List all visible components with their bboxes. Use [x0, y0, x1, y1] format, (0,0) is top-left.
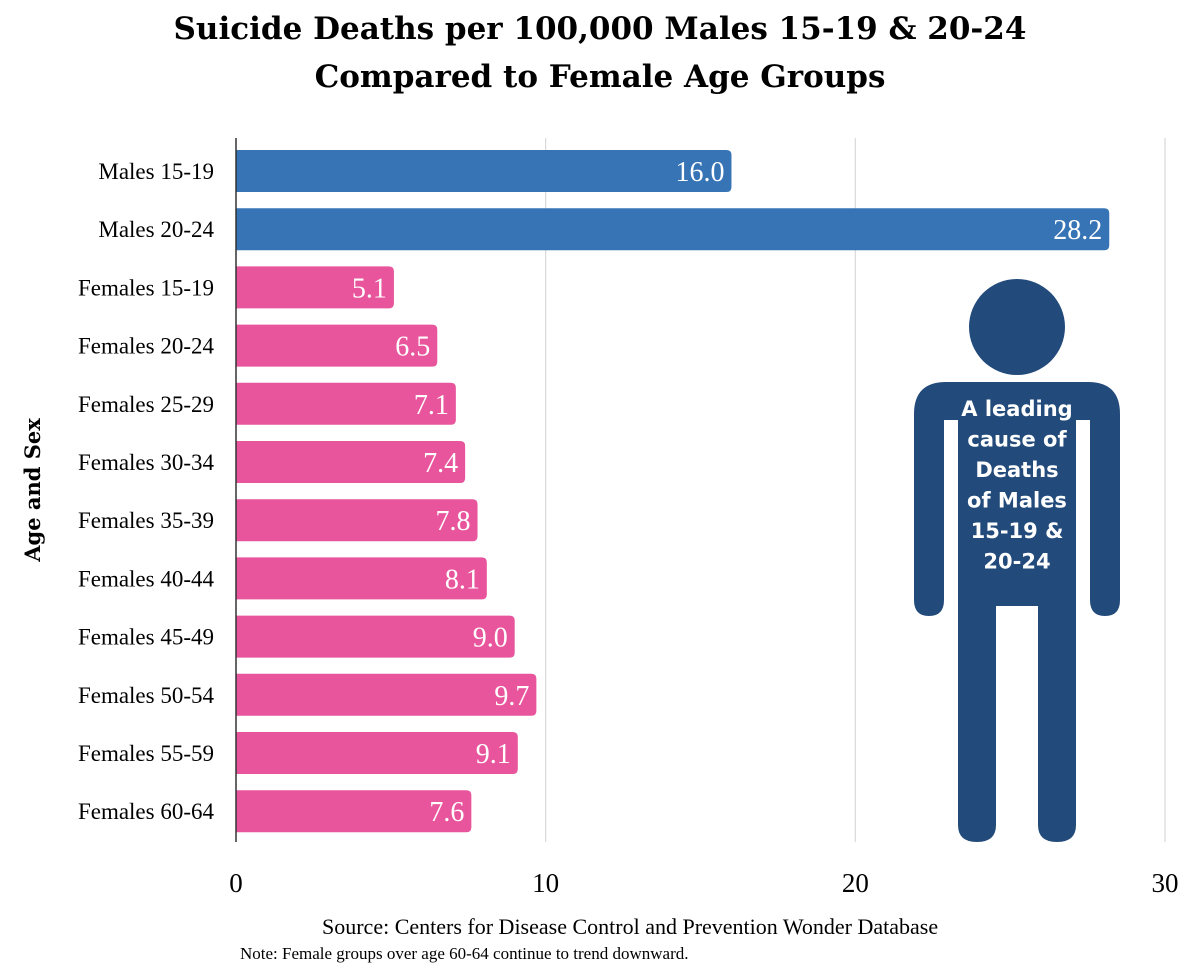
note-text: Note: Female groups over age 60-64 conti…: [240, 944, 689, 963]
bar: [236, 673, 537, 716]
bar-value-label: 16.0: [675, 157, 724, 188]
category-label: Females 35-39: [78, 508, 214, 533]
category-label: Males 15-19: [98, 159, 214, 184]
category-label: Females 30-34: [78, 450, 215, 475]
annotation-text: A leading cause of Deaths of Males 15-19 & 20…: [961, 397, 1072, 574]
bar: [236, 732, 518, 774]
bar: [236, 382, 456, 425]
category-label: Females 20-24: [78, 334, 215, 359]
category-labels: Males 15-19 Males 20-24 Females 15-19 Femal…: [78, 159, 215, 824]
annotation-line: of Males: [967, 489, 1067, 513]
bar-value-label: 9.0: [473, 623, 508, 654]
annotation-line: cause of: [967, 428, 1067, 452]
bar-value-label: 7.8: [436, 506, 471, 537]
x-axis-tick-labels: 0 10 20 30: [229, 868, 1178, 898]
bars: 16.0 28.2 5.1 6.5 7.1 7.4 7.8 8.1 9.0 9.7 9.1 7.6: [236, 150, 1110, 833]
annotation-line: A leading: [961, 397, 1072, 421]
x-tick-label: 0: [229, 868, 243, 898]
bar: [236, 615, 515, 658]
bar-value-label: 7.6: [429, 797, 464, 828]
bar-value-label: 8.1: [445, 564, 480, 595]
annotation-line: Deaths: [975, 458, 1058, 482]
bar: [236, 441, 466, 483]
category-label: Females 45-49: [78, 625, 214, 650]
bar-value-label: 6.5: [395, 332, 430, 363]
category-label: Females 55-59: [78, 741, 214, 766]
gridlines: [545, 138, 1166, 842]
bar-value-label: 28.2: [1053, 215, 1102, 246]
bar: [236, 324, 438, 367]
bar: [236, 499, 478, 542]
annotation-line: 20-24: [983, 550, 1050, 574]
bar: [236, 266, 394, 309]
chart-title-line-2: Compared to Female Age Groups: [314, 59, 886, 95]
category-label: Males 20-24: [98, 217, 214, 242]
bar-value-label: 9.7: [494, 681, 529, 712]
category-label: Females 50-54: [78, 683, 215, 708]
source-text: Source: Centers for Disease Control and …: [322, 914, 939, 939]
category-label: Females 25-29: [78, 392, 214, 417]
chart-title-line-1: Suicide Deaths per 100,000 Males 15-19 &…: [173, 11, 1027, 47]
x-tick-label: 10: [532, 868, 559, 898]
bar-value-label: 9.1: [476, 739, 511, 770]
bar: [236, 790, 472, 833]
x-tick-label: 20: [842, 868, 869, 898]
bar-value-label: 5.1: [352, 273, 387, 304]
x-tick-label: 30: [1152, 868, 1179, 898]
bar-value-label: 7.1: [414, 390, 449, 421]
bar: [236, 150, 732, 192]
bar-value-label: 7.4: [423, 448, 458, 479]
category-label: Females 40-44: [78, 566, 215, 591]
bar: [236, 208, 1110, 251]
bar: [236, 557, 487, 600]
annotation-line: 15-19 &: [971, 519, 1064, 543]
category-label: Females 60-64: [78, 799, 215, 824]
y-axis-title: Age and Sex: [20, 418, 45, 563]
male-person-icon: A leading cause of Deaths of Males 15-19 & 20…: [914, 279, 1120, 842]
category-label: Females 15-19: [78, 275, 214, 300]
